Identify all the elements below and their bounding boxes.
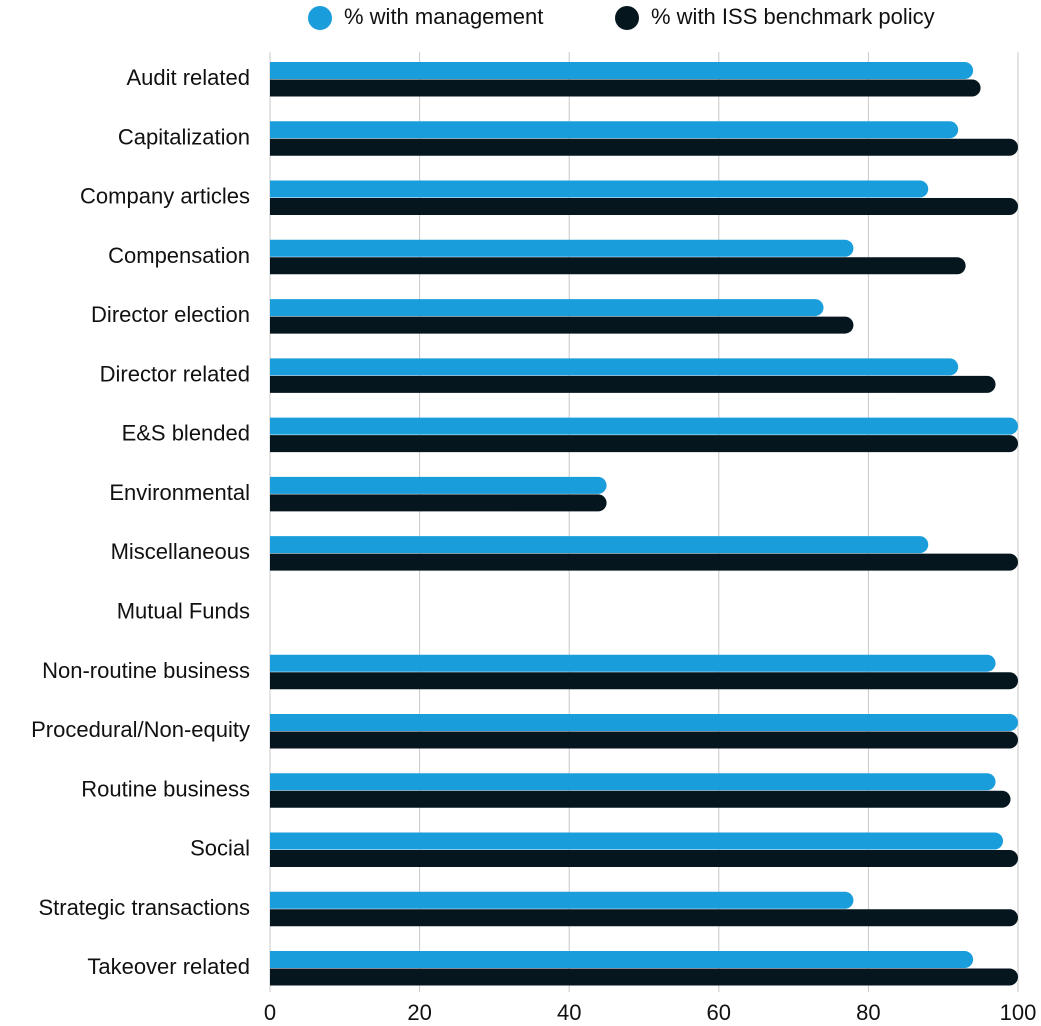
bar-director-related-series-1 [270, 358, 959, 376]
category-label-strategic-transactions: Strategic transactions [38, 895, 250, 920]
bar-takeover-related-series-2 [270, 968, 1018, 986]
x-tick-label-80: 80 [856, 1000, 880, 1025]
x-tick-label-60: 60 [707, 1000, 731, 1025]
bar-compensation-series-1 [270, 239, 854, 257]
category-label-audit-related: Audit related [126, 65, 250, 90]
bar-e-s-blended-series-1 [270, 417, 1018, 435]
category-label-mutual-funds: Mutual Funds [117, 598, 250, 623]
category-label-non-routine-business: Non-routine business [42, 658, 250, 683]
bar-routine-business-series-1 [270, 773, 996, 791]
bar-social-series-2 [270, 850, 1018, 868]
bar-company-articles-series-2 [270, 198, 1018, 216]
bar-capitalization-series-1 [270, 121, 959, 139]
category-label-takeover-related: Takeover related [87, 954, 250, 979]
bar-non-routine-business-series-1 [270, 654, 996, 672]
bar-miscellaneous-series-2 [270, 553, 1018, 571]
category-label-company-articles: Company articles [80, 184, 250, 209]
bar-procedural-non-equity-series-2 [270, 731, 1018, 749]
bar-environmental-series-2 [270, 494, 607, 512]
bar-director-election-series-1 [270, 299, 824, 317]
category-label-routine-business: Routine business [81, 776, 250, 801]
x-axis-tick-labels: 0 20 40 60 80 100 [264, 1000, 1036, 1025]
bar-audit-related-series-1 [270, 62, 974, 79]
bar-compensation-series-2 [270, 257, 966, 275]
bar-audit-related-series-2 [270, 79, 981, 97]
bar-miscellaneous-series-1 [270, 536, 929, 554]
category-label-e-s-blended: E&S blended [122, 421, 250, 446]
category-label-compensation: Compensation [108, 243, 250, 268]
category-label-procedural-non-equity: Procedural/Non-equity [31, 717, 250, 742]
category-label-miscellaneous: Miscellaneous [111, 539, 250, 564]
category-labels: Audit related Capitalization Company artic… [31, 65, 250, 979]
legend-marker-series-1 [308, 6, 332, 30]
category-label-environmental: Environmental [109, 480, 250, 505]
bar-director-election-series-2 [270, 316, 854, 334]
bar-environmental-series-1 [270, 476, 607, 494]
bar-non-routine-business-series-2 [270, 672, 1018, 690]
chart-legend: % with management % with ISS benchmark po… [308, 4, 935, 30]
bar-routine-business-series-2 [270, 790, 1011, 808]
bar-strategic-transactions-series-2 [270, 909, 1018, 927]
x-tick-label-40: 40 [557, 1000, 581, 1025]
x-tick-label-20: 20 [407, 1000, 431, 1025]
category-label-social: Social [190, 836, 250, 861]
bar-director-related-series-2 [270, 375, 996, 393]
category-label-director-election: Director election [91, 302, 250, 327]
bars [270, 62, 1018, 986]
legend-label-series-1: % with management [344, 4, 543, 29]
x-tick-label-100: 100 [1000, 1000, 1037, 1025]
bar-e-s-blended-series-2 [270, 435, 1018, 453]
bar-social-series-1 [270, 832, 1004, 850]
bar-company-articles-series-1 [270, 180, 929, 198]
bar-strategic-transactions-series-1 [270, 891, 854, 909]
bar-capitalization-series-2 [270, 138, 1018, 156]
category-label-capitalization: Capitalization [118, 124, 250, 149]
bar-takeover-related-series-1 [270, 951, 974, 969]
legend-label-series-2: % with ISS benchmark policy [651, 4, 935, 29]
category-label-director-related: Director related [100, 361, 250, 386]
x-tick-label-0: 0 [264, 1000, 276, 1025]
legend-marker-series-2 [615, 6, 639, 30]
bar-procedural-non-equity-series-1 [270, 713, 1018, 731]
